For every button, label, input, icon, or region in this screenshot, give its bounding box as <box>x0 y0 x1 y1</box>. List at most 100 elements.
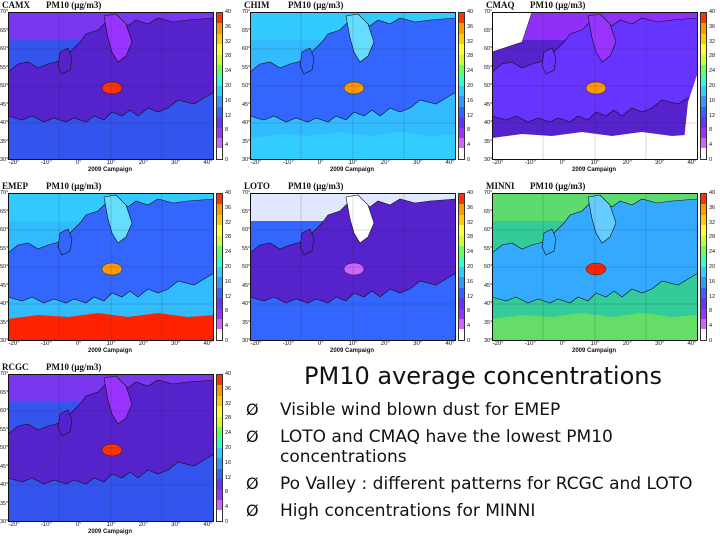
colorbar-swatch <box>217 106 222 118</box>
longitude-tick: -10° <box>282 160 294 166</box>
latitude-axis: 70° 65° 60° 55° 50° 45° 40° 35° 30° <box>242 190 251 344</box>
latitude-tick: 45° <box>242 101 251 108</box>
colorbar-ticks: 40 36 32 28 24 20 16 12 8 4 0 <box>709 9 720 163</box>
longitude-tick: 20° <box>380 341 390 347</box>
colorbar-swatch <box>459 319 464 330</box>
bullet-item: Ø LOTO and CMAQ have the lowest PM10 conc… <box>246 427 720 467</box>
colorbar-tick: 16 <box>225 97 232 104</box>
longitude-axis: -20° -10° 0° 10° 20° 30° 40° <box>8 160 214 168</box>
latitude-tick: 55° <box>242 245 251 252</box>
colorbar-tick: 40 <box>225 190 232 196</box>
latitude-tick: 50° <box>0 83 9 89</box>
longitude-tick: 20° <box>622 341 632 347</box>
latitude-tick: 65° <box>242 208 251 215</box>
colorbar-tick: 24 <box>225 68 232 75</box>
colorbar-ticks: 40 36 32 28 24 20 16 12 8 4 0 <box>225 190 239 344</box>
colorbar-tick: 0 <box>225 519 229 525</box>
concentration-map <box>8 193 214 341</box>
model-name: MINNI <box>486 181 515 191</box>
longitude-axis: -20° -10° 0° 10° 20° 30° 40° <box>250 160 456 168</box>
colorbar-tick: 0 <box>467 338 471 344</box>
longitude-tick: 0° <box>317 341 324 347</box>
longitude-tick: 40° <box>445 341 455 347</box>
latitude-tick: 45° <box>484 101 493 108</box>
colorbar-swatch <box>459 117 464 128</box>
colorbar-tick: 20 <box>225 445 232 451</box>
latitude-axis: 70° 65° 60° 55° 50° 45° 40° 35° 30° <box>484 190 493 344</box>
colorbar-swatch <box>217 468 222 480</box>
colorbar-tick: 4 <box>225 504 229 511</box>
colorbar-swatch <box>701 308 706 320</box>
colorbar-tick: 20 <box>467 83 474 89</box>
colorbar-swatch <box>459 204 464 215</box>
panel-title: MINNI PM10 (µg/m3) <box>486 181 686 193</box>
map-panel-emep: EMEP PM10 (µg/m3) 70° 65° 60° 55° 50° 45° 40° 35°… <box>0 181 238 355</box>
latitude-tick: 30° <box>484 338 493 344</box>
colorbar-swatch <box>217 510 222 521</box>
colorbar-swatch <box>459 23 464 34</box>
colorbar-tick: 40 <box>225 9 232 15</box>
latitude-tick: 40° <box>242 120 251 126</box>
colorbar-swatch <box>459 277 464 288</box>
colorbar-tick: 36 <box>225 204 232 211</box>
bullet-list: Ø Visible wind blown dust for EMEP Ø LOTO … <box>246 400 720 528</box>
colorbar-swatch <box>217 479 222 490</box>
latitude-tick: 60° <box>242 46 251 52</box>
longitude-tick: -10° <box>40 160 52 166</box>
latitude-tick: 30° <box>0 157 9 163</box>
longitude-axis: -20° -10° 0° 10° 20° 30° 40° <box>8 341 214 349</box>
latitude-tick: 40° <box>0 301 9 307</box>
colorbar-swatch <box>701 277 706 288</box>
colorbar-swatch <box>459 65 464 76</box>
colorbar-tick: 40 <box>709 9 716 15</box>
longitude-tick: 10° <box>106 522 116 528</box>
bullet-text: LOTO and CMAQ have the lowest PM10 conce… <box>280 427 613 467</box>
map-panel-loto: LOTO PM10 (µg/m3) 70° 65° 60° 55° 50° 45° 40° 35°… <box>242 181 480 355</box>
arrow-bullet-icon: Ø <box>246 474 259 493</box>
colorbar-swatch <box>701 204 706 215</box>
colorbar-tick: 0 <box>225 157 229 163</box>
colorbar-tick: 12 <box>709 112 716 119</box>
colorbar-tick: 16 <box>709 278 716 285</box>
colorbar-tick: 36 <box>467 23 474 30</box>
colorbar-tick: 32 <box>225 400 232 407</box>
colorbar-swatch <box>459 85 464 97</box>
concentration-map <box>492 193 698 341</box>
longitude-tick: 0° <box>75 522 82 528</box>
latitude-tick: 60° <box>484 46 493 52</box>
colorbar-swatch <box>701 235 706 247</box>
colorbar-swatch <box>701 127 706 139</box>
longitude-tick: 40° <box>203 341 213 347</box>
colorbar <box>458 12 465 160</box>
latitude-tick: 60° <box>0 46 9 52</box>
latitude-tick: 45° <box>0 282 9 289</box>
longitude-tick: -10° <box>282 341 294 347</box>
longitude-axis: -20° -10° 0° 10° 20° 30° 40° <box>250 341 456 349</box>
colorbar-swatch <box>217 54 222 66</box>
colorbar-swatch <box>217 65 222 76</box>
panel-title: CAMX PM10 (µg/m3) <box>2 0 202 12</box>
colorbar-tick: 36 <box>709 204 716 211</box>
bullet-text: Po Valley : different patterns for RCGC … <box>280 474 693 494</box>
colorbar-tick: 8 <box>225 127 229 134</box>
model-name: EMEP <box>2 181 28 191</box>
latitude-tick: 50° <box>0 264 9 270</box>
colorbar-swatch <box>701 54 706 66</box>
colorbar-swatch <box>217 329 222 340</box>
colorbar-swatch <box>217 277 222 288</box>
model-name: CHIM <box>244 0 270 10</box>
longitude-tick: 40° <box>203 160 213 166</box>
slide-headline: PM10 average concentrations <box>304 362 662 390</box>
longitude-tick: 10° <box>590 341 600 347</box>
longitude-tick: 30° <box>171 522 181 528</box>
colorbar-swatch <box>701 65 706 76</box>
model-name: LOTO <box>244 181 270 191</box>
colorbar-swatch <box>701 246 706 257</box>
colorbar-swatch <box>459 138 464 149</box>
latitude-tick: 70° <box>0 190 9 196</box>
longitude-tick: -10° <box>524 160 536 166</box>
latitude-tick: 55° <box>0 64 9 71</box>
latitude-tick: 45° <box>0 101 9 108</box>
longitude-tick: 20° <box>138 160 148 166</box>
colorbar-swatch <box>459 44 464 55</box>
